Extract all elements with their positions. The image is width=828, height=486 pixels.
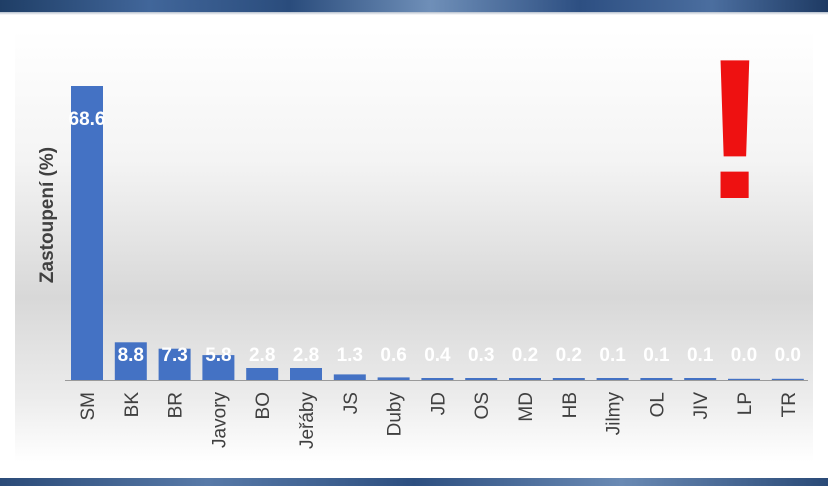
data-label-JD: 0.4 bbox=[424, 345, 451, 366]
bar-JD bbox=[421, 378, 454, 380]
data-label-BO: 2.8 bbox=[249, 345, 275, 366]
x-tick-OL: OL bbox=[647, 392, 668, 417]
bar-HB bbox=[552, 378, 585, 380]
bar-Jeřáby bbox=[290, 368, 322, 380]
data-label-TR: 0.0 bbox=[775, 345, 801, 366]
x-tick-MD: MD bbox=[516, 392, 537, 422]
x-tick-SM: SM bbox=[78, 392, 99, 421]
x-tick-BR: BR bbox=[166, 392, 187, 418]
data-label-Javory: 5.8 bbox=[205, 345, 231, 366]
bar-SM bbox=[71, 86, 103, 380]
data-label-JS: 1.3 bbox=[337, 345, 363, 366]
x-tick-BK: BK bbox=[122, 392, 143, 418]
x-tick-HB: HB bbox=[560, 392, 581, 418]
data-label-LP: 0.0 bbox=[731, 345, 757, 366]
bar-JIV bbox=[684, 378, 717, 380]
data-label-BR: 7.3 bbox=[161, 345, 187, 366]
bar-OS bbox=[465, 378, 498, 380]
x-tick-JD: JD bbox=[428, 392, 449, 415]
x-tick-Duby: Duby bbox=[385, 392, 406, 437]
data-label-HB: 0.2 bbox=[556, 345, 582, 366]
x-tick-Jeřáby: Jeřáby bbox=[297, 392, 318, 450]
bar-TR bbox=[771, 378, 804, 380]
data-label-MD: 0.2 bbox=[512, 345, 538, 366]
y-axis-label: Zastoupení (%) bbox=[37, 147, 58, 283]
x-tick-JS: JS bbox=[341, 392, 362, 414]
bar-BK bbox=[114, 342, 147, 380]
data-label-OS: 0.3 bbox=[468, 345, 494, 366]
chart-background-panel bbox=[15, 30, 813, 462]
data-label-BK: 8.8 bbox=[118, 345, 144, 366]
bars-group bbox=[71, 86, 804, 380]
x-tick-labels: SM BK BR Javory BO Jeřáby JS Duby JD OS MD HB Jilmy O… bbox=[78, 392, 800, 450]
bottom-decorative-band bbox=[0, 478, 828, 486]
x-tick-BO: BO bbox=[253, 392, 274, 419]
bar-BO bbox=[246, 368, 279, 380]
data-label-Jilmy: 0.1 bbox=[599, 345, 626, 366]
bar-JS bbox=[333, 374, 366, 380]
bar-BR bbox=[158, 348, 191, 380]
data-labels: 68.6 8.8 7.3 5.8 2.8 2.8 1.3 0.6 0.4 0.3 0.2 0.2 0.1… bbox=[69, 109, 802, 366]
data-label-Jeřáby: 2.8 bbox=[293, 345, 319, 366]
bar-LP bbox=[728, 378, 760, 380]
bar-Jilmy bbox=[596, 378, 629, 380]
bar-Javory bbox=[202, 355, 235, 380]
data-label-JIV: 0.1 bbox=[687, 345, 714, 366]
x-tick-LP: LP bbox=[735, 392, 756, 415]
x-tick-JIV: JIV bbox=[691, 392, 712, 420]
exclamation-mark: ! bbox=[701, 18, 769, 241]
data-label-OL: 0.1 bbox=[643, 345, 670, 366]
x-tick-TR: TR bbox=[779, 392, 800, 417]
x-tick-OS: OS bbox=[472, 392, 493, 419]
x-tick-Javory: Javory bbox=[209, 392, 230, 448]
bar-OL bbox=[640, 378, 673, 380]
bar-Duby bbox=[377, 377, 410, 380]
data-label-Duby: 0.6 bbox=[380, 345, 406, 366]
top-band-shadow bbox=[0, 12, 828, 15]
top-decorative-band bbox=[0, 0, 828, 12]
bar-MD bbox=[509, 378, 541, 380]
data-label-SM: 68.6 bbox=[69, 109, 106, 130]
x-tick-Jilmy: Jilmy bbox=[604, 392, 625, 436]
